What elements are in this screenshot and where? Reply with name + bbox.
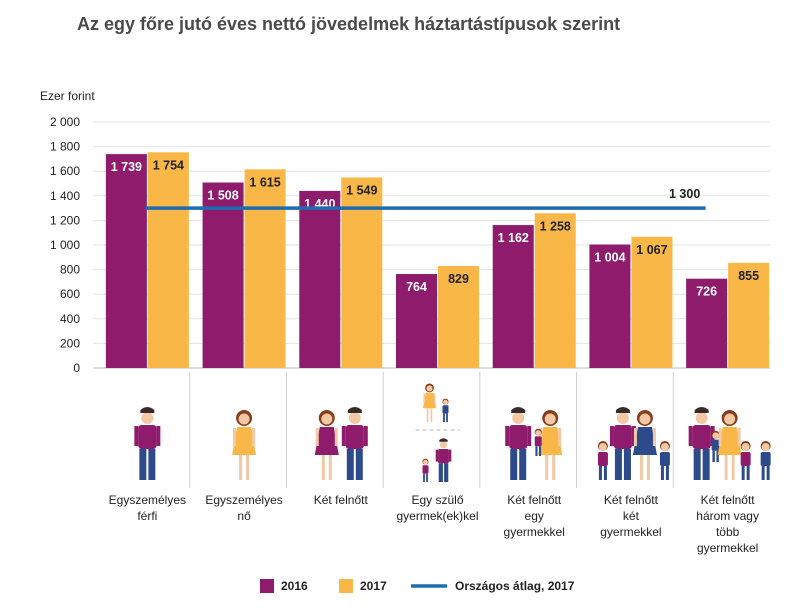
bar-2016 xyxy=(105,154,147,368)
data-label: 764 xyxy=(406,280,427,294)
y-tick-label: 400 xyxy=(60,312,80,326)
single-parent-icon xyxy=(415,383,460,482)
data-label: 1 615 xyxy=(249,175,280,189)
data-label: 1 067 xyxy=(636,243,667,257)
y-tick-label: 1 800 xyxy=(50,140,80,154)
y-axis-ticks: 0 200 400 600 800 1 000 1 200 1 400 1 600 1 800 2 … xyxy=(50,115,80,375)
bar-2016 xyxy=(589,244,631,368)
legend-label-2017: 2017 xyxy=(360,579,387,593)
bar-2017 xyxy=(728,262,770,368)
y-tick-label: 1 400 xyxy=(50,189,80,203)
legend-swatch-2016 xyxy=(260,579,274,593)
category-label: Egyszemélyes nő xyxy=(205,493,282,523)
data-label: 1 004 xyxy=(594,251,625,265)
category-label: Egy szülő gyermek(ek)kel xyxy=(396,493,478,523)
data-label: 726 xyxy=(696,285,717,299)
data-label: 1 258 xyxy=(540,219,571,233)
man-icon xyxy=(134,407,161,480)
bar-2017 xyxy=(631,236,673,368)
category-label: Két felnőtt két gyermekkel xyxy=(600,493,661,539)
data-label: 1 739 xyxy=(111,160,142,174)
bar-2016 xyxy=(202,182,244,368)
bar-2017 xyxy=(438,266,479,368)
chart-title: Az egy főre jutó éves nettó jövedelmek h… xyxy=(77,14,621,34)
bar-2016 xyxy=(396,274,437,368)
category-label: Két felnőtt egy gyermekkel xyxy=(504,493,565,539)
bar-2017 xyxy=(244,169,286,368)
two-adults-icon xyxy=(314,407,368,480)
data-label: 855 xyxy=(738,269,759,283)
legend: 2016 2017 Országos átlag, 2017 xyxy=(260,579,575,593)
y-axis-title: Ezer forint xyxy=(40,89,95,103)
y-tick-label: 0 xyxy=(73,361,80,375)
bar-2016 xyxy=(492,225,534,368)
y-tick-label: 200 xyxy=(60,336,80,350)
average-line-group: 1 300 xyxy=(145,187,706,210)
average-line-label: 1 300 xyxy=(669,187,700,201)
y-tick-label: 600 xyxy=(60,287,80,301)
y-tick-label: 1 200 xyxy=(50,213,80,227)
bar-2016 xyxy=(299,190,341,368)
woman-icon xyxy=(232,410,257,480)
category-label: Két felnőtt három vagy több gyermekkel xyxy=(696,493,759,555)
legend-label-2016: 2016 xyxy=(281,579,308,593)
legend-swatch-2017 xyxy=(339,579,353,593)
bar-2016 xyxy=(686,278,728,368)
category-label: Egyszemélyes férfi xyxy=(109,493,186,523)
data-label: 829 xyxy=(448,272,469,286)
y-tick-label: 1 000 xyxy=(50,238,80,252)
bar-2017 xyxy=(534,213,576,368)
family-three-children-icon xyxy=(688,407,771,480)
bar-2017 xyxy=(147,152,189,368)
data-label: 1 549 xyxy=(346,183,377,197)
y-tick-label: 2 000 xyxy=(50,115,80,129)
bar-2017 xyxy=(341,177,383,368)
data-label: 1 508 xyxy=(207,189,238,203)
y-tick-label: 1 600 xyxy=(50,164,80,178)
category-labels: Egyszemélyes férfi Egyszemélyes nő Két felnő… xyxy=(109,372,759,555)
family-two-children-icon xyxy=(597,407,670,480)
data-label: 1 754 xyxy=(153,158,184,172)
data-label: 1 162 xyxy=(498,231,529,245)
y-tick-label: 800 xyxy=(60,263,80,277)
category-icons xyxy=(134,383,771,482)
family-one-child-icon xyxy=(505,407,563,480)
category-label: Két felnőtt xyxy=(314,493,369,507)
legend-label-average: Országos átlag, 2017 xyxy=(455,579,575,593)
